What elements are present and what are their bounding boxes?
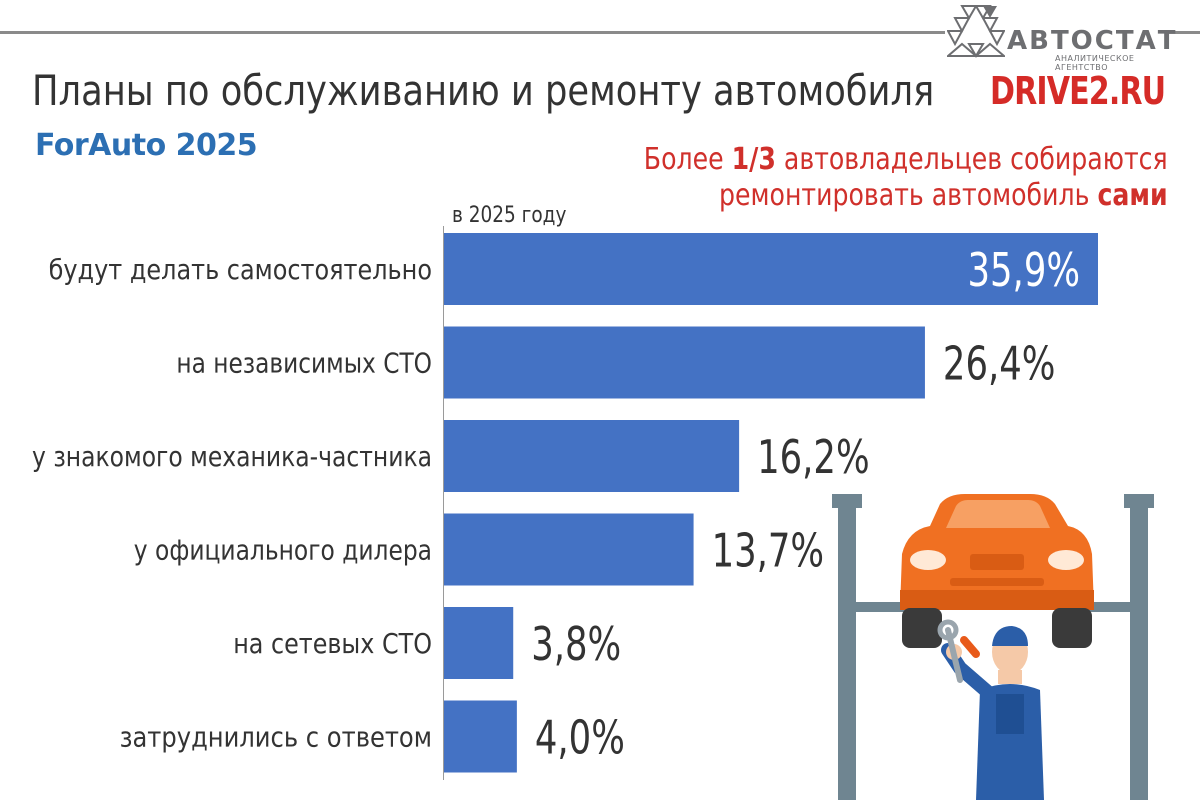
- callout-highlight-word: сами: [1097, 178, 1168, 213]
- chart-subtitle: в 2025 году: [452, 203, 567, 228]
- source-label: ForAuto 2025: [35, 128, 258, 163]
- value-label-1: 26,4%: [943, 337, 1056, 391]
- callout-highlight-fraction: 1/3: [731, 142, 777, 177]
- category-label-0: будут делать самостоятельно: [49, 253, 432, 286]
- page-title: Планы по обслуживанию и ремонту автомоби…: [32, 66, 935, 115]
- bar-2: [444, 420, 740, 492]
- avtostat-mark-icon: [947, 5, 1005, 58]
- category-label-4: на сетевых СТО: [233, 627, 432, 660]
- category-label-5: затруднились с ответом: [120, 721, 432, 754]
- top-rule: [0, 31, 945, 34]
- avtostat-wordmark: АВТОСТАТ: [1007, 26, 1178, 56]
- callout-text: Более 1/3 автовладельцев собираются ремо…: [644, 142, 1168, 214]
- callout-part3: ремонтировать автомобиль: [719, 178, 1098, 213]
- top-rule-right: [1168, 31, 1200, 34]
- value-label-0: 35,9%: [968, 243, 1081, 297]
- category-label-2: у знакомого механика-частника: [32, 440, 432, 473]
- callout-part2: автовладельцев собираются: [776, 142, 1168, 177]
- value-label-4: 3,8%: [531, 617, 621, 671]
- mechanic-car-lift-icon: [832, 494, 1154, 800]
- bar-5: [444, 700, 517, 773]
- avtostat-subtitle: АНАЛИТИЧЕСКОЕ АГЕНТСТВО: [1055, 54, 1135, 72]
- category-label-1: на независимых СТО: [176, 347, 432, 380]
- bar-0: [444, 233, 1098, 305]
- bar-4: [444, 607, 514, 679]
- bar-3: [444, 513, 694, 586]
- avtostat-logo: АВТОСТАТ АНАЛИТИЧЕСКОЕ АГЕНТСТВО: [945, 2, 1175, 72]
- value-label-3: 13,7%: [712, 524, 825, 578]
- value-label-5: 4,0%: [535, 711, 625, 765]
- chart-axis-line: [443, 226, 444, 780]
- category-label-3: у официального дилера: [134, 534, 432, 567]
- value-label-2: 16,2%: [757, 430, 870, 484]
- drive2-logo: DRIVE2.RU: [990, 69, 1166, 113]
- bar-1: [444, 326, 925, 399]
- callout-part1: Более: [644, 142, 732, 177]
